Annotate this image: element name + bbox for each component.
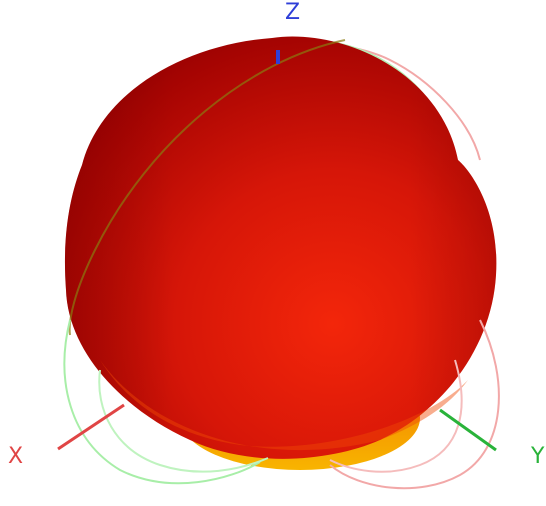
red-cut-curve-front bbox=[329, 319, 500, 490]
meridian-cut-line bbox=[68, 39, 346, 336]
y-axis-line bbox=[439, 408, 497, 452]
green-cut-curve-front bbox=[63, 319, 261, 485]
y-axis-label: Y bbox=[531, 444, 545, 469]
x-axis-line bbox=[57, 403, 125, 451]
x-axis-label: X bbox=[8, 444, 24, 469]
green-cut-curve-inner bbox=[98, 369, 269, 473]
z-axis-label: Z bbox=[285, 0, 301, 25]
red-cut-curve-inner bbox=[329, 359, 463, 473]
